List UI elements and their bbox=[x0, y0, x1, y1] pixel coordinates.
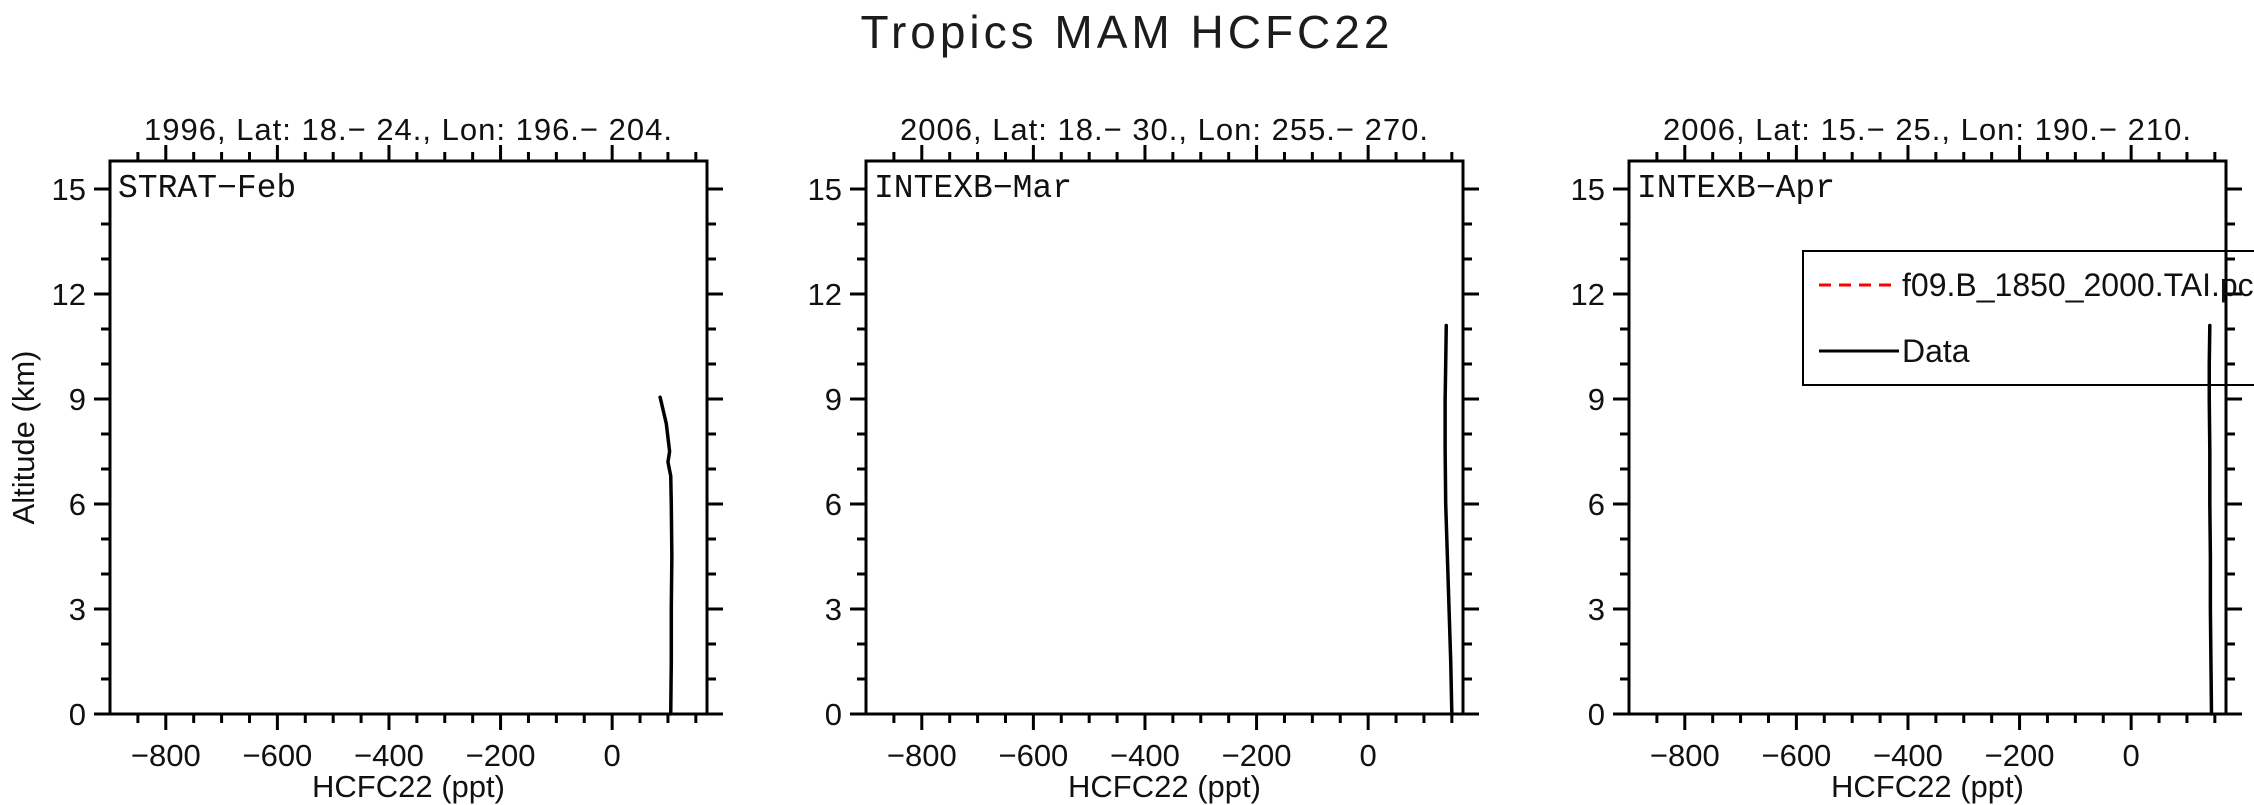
panel-subtitle: 1996, Lat: 18.− 24., Lon: 196.− 204. bbox=[144, 112, 673, 147]
legend-item-data: Data bbox=[1818, 318, 2254, 384]
x-tick-label: −800 bbox=[1650, 738, 1720, 773]
y-tick-label: 15 bbox=[52, 172, 86, 207]
x-tick-label: −800 bbox=[887, 738, 957, 773]
panel-label: INTEXB−Apr bbox=[1637, 170, 1835, 207]
data-line bbox=[658, 395, 674, 716]
x-tick-label: −400 bbox=[354, 738, 424, 773]
x-tick-label: −800 bbox=[131, 738, 201, 773]
data-line-swatch bbox=[1819, 349, 1899, 353]
y-tick-label: 6 bbox=[1588, 487, 1605, 522]
panel-label: INTEXB−Mar bbox=[874, 170, 1072, 207]
y-tick-label: 12 bbox=[52, 277, 86, 312]
panel-subtitle: 2006, Lat: 18.− 30., Lon: 255.− 270. bbox=[900, 112, 1429, 147]
y-tick-label: 6 bbox=[69, 487, 86, 522]
data-line bbox=[2207, 323, 2214, 716]
panel-subtitle: 2006, Lat: 15.− 25., Lon: 190.− 210. bbox=[1663, 112, 2192, 147]
panel-3: −800 −600 −400 −200 0 0 3 6 9 12 15 2006, Lat: 15.−… bbox=[1571, 112, 2242, 804]
y-tick-label: 0 bbox=[825, 697, 842, 732]
y-tick-label: 3 bbox=[825, 592, 842, 627]
legend-label-model: f09.B_1850_2000.TAI.pc bbox=[1902, 266, 2254, 303]
x-tick-label: −600 bbox=[1761, 738, 1831, 773]
x-tick-label: −600 bbox=[998, 738, 1068, 773]
x-tick-label: 0 bbox=[2123, 738, 2140, 773]
y-tick-label: 9 bbox=[1588, 382, 1605, 417]
figure-title: Tropics MAM HCFC22 bbox=[860, 6, 1394, 58]
y-tick-label: 3 bbox=[1588, 592, 1605, 627]
y-tick-label: 6 bbox=[825, 487, 842, 522]
y-tick-label: 3 bbox=[69, 592, 86, 627]
x-axis-title: HCFC22 (ppt) bbox=[312, 769, 505, 804]
y-tick-label: 9 bbox=[825, 382, 842, 417]
y-tick-label: 0 bbox=[69, 697, 86, 732]
y-tick-label: 12 bbox=[808, 277, 842, 312]
x-tick-label: −200 bbox=[1222, 738, 1292, 773]
y-tick-label: 0 bbox=[1588, 697, 1605, 732]
y-tick-label: 9 bbox=[69, 382, 86, 417]
x-axis-title: HCFC22 (ppt) bbox=[1831, 769, 2024, 804]
y-tick-label: 15 bbox=[808, 172, 842, 207]
legend: f09.B_1850_2000.TAI.pc Data bbox=[1802, 250, 2254, 386]
legend-item-model: f09.B_1850_2000.TAI.pc bbox=[1818, 252, 2254, 318]
x-tick-label: 0 bbox=[604, 738, 621, 773]
data-line bbox=[1443, 323, 1454, 716]
x-tick-label: −200 bbox=[466, 738, 536, 773]
panel-1: −800 −600 −400 −200 0 0 3 6 9 12 15 1996, Lat: 18.−… bbox=[52, 112, 723, 804]
x-tick-label: 0 bbox=[1360, 738, 1377, 773]
plot-frame bbox=[108, 159, 709, 716]
x-tick-label: −400 bbox=[1873, 738, 1943, 773]
x-axis-title: HCFC22 (ppt) bbox=[1068, 769, 1261, 804]
y-axis-title: Altitude (km) bbox=[6, 351, 41, 525]
y-tick-label: 12 bbox=[1571, 277, 1605, 312]
y-tick-label: 15 bbox=[1571, 172, 1605, 207]
panel-label: STRAT−Feb bbox=[118, 170, 296, 207]
plot-frame bbox=[1627, 159, 2228, 716]
x-tick-label: −600 bbox=[242, 738, 312, 773]
x-tick-label: −400 bbox=[1110, 738, 1180, 773]
panel-2: −800 −600 −400 −200 0 0 3 6 9 12 15 2006, Lat: 18.−… bbox=[808, 112, 1479, 804]
x-tick-label: −200 bbox=[1985, 738, 2055, 773]
plot-frame bbox=[864, 159, 1465, 716]
model-line-swatch bbox=[1819, 283, 1899, 287]
legend-label-data: Data bbox=[1902, 332, 1970, 369]
